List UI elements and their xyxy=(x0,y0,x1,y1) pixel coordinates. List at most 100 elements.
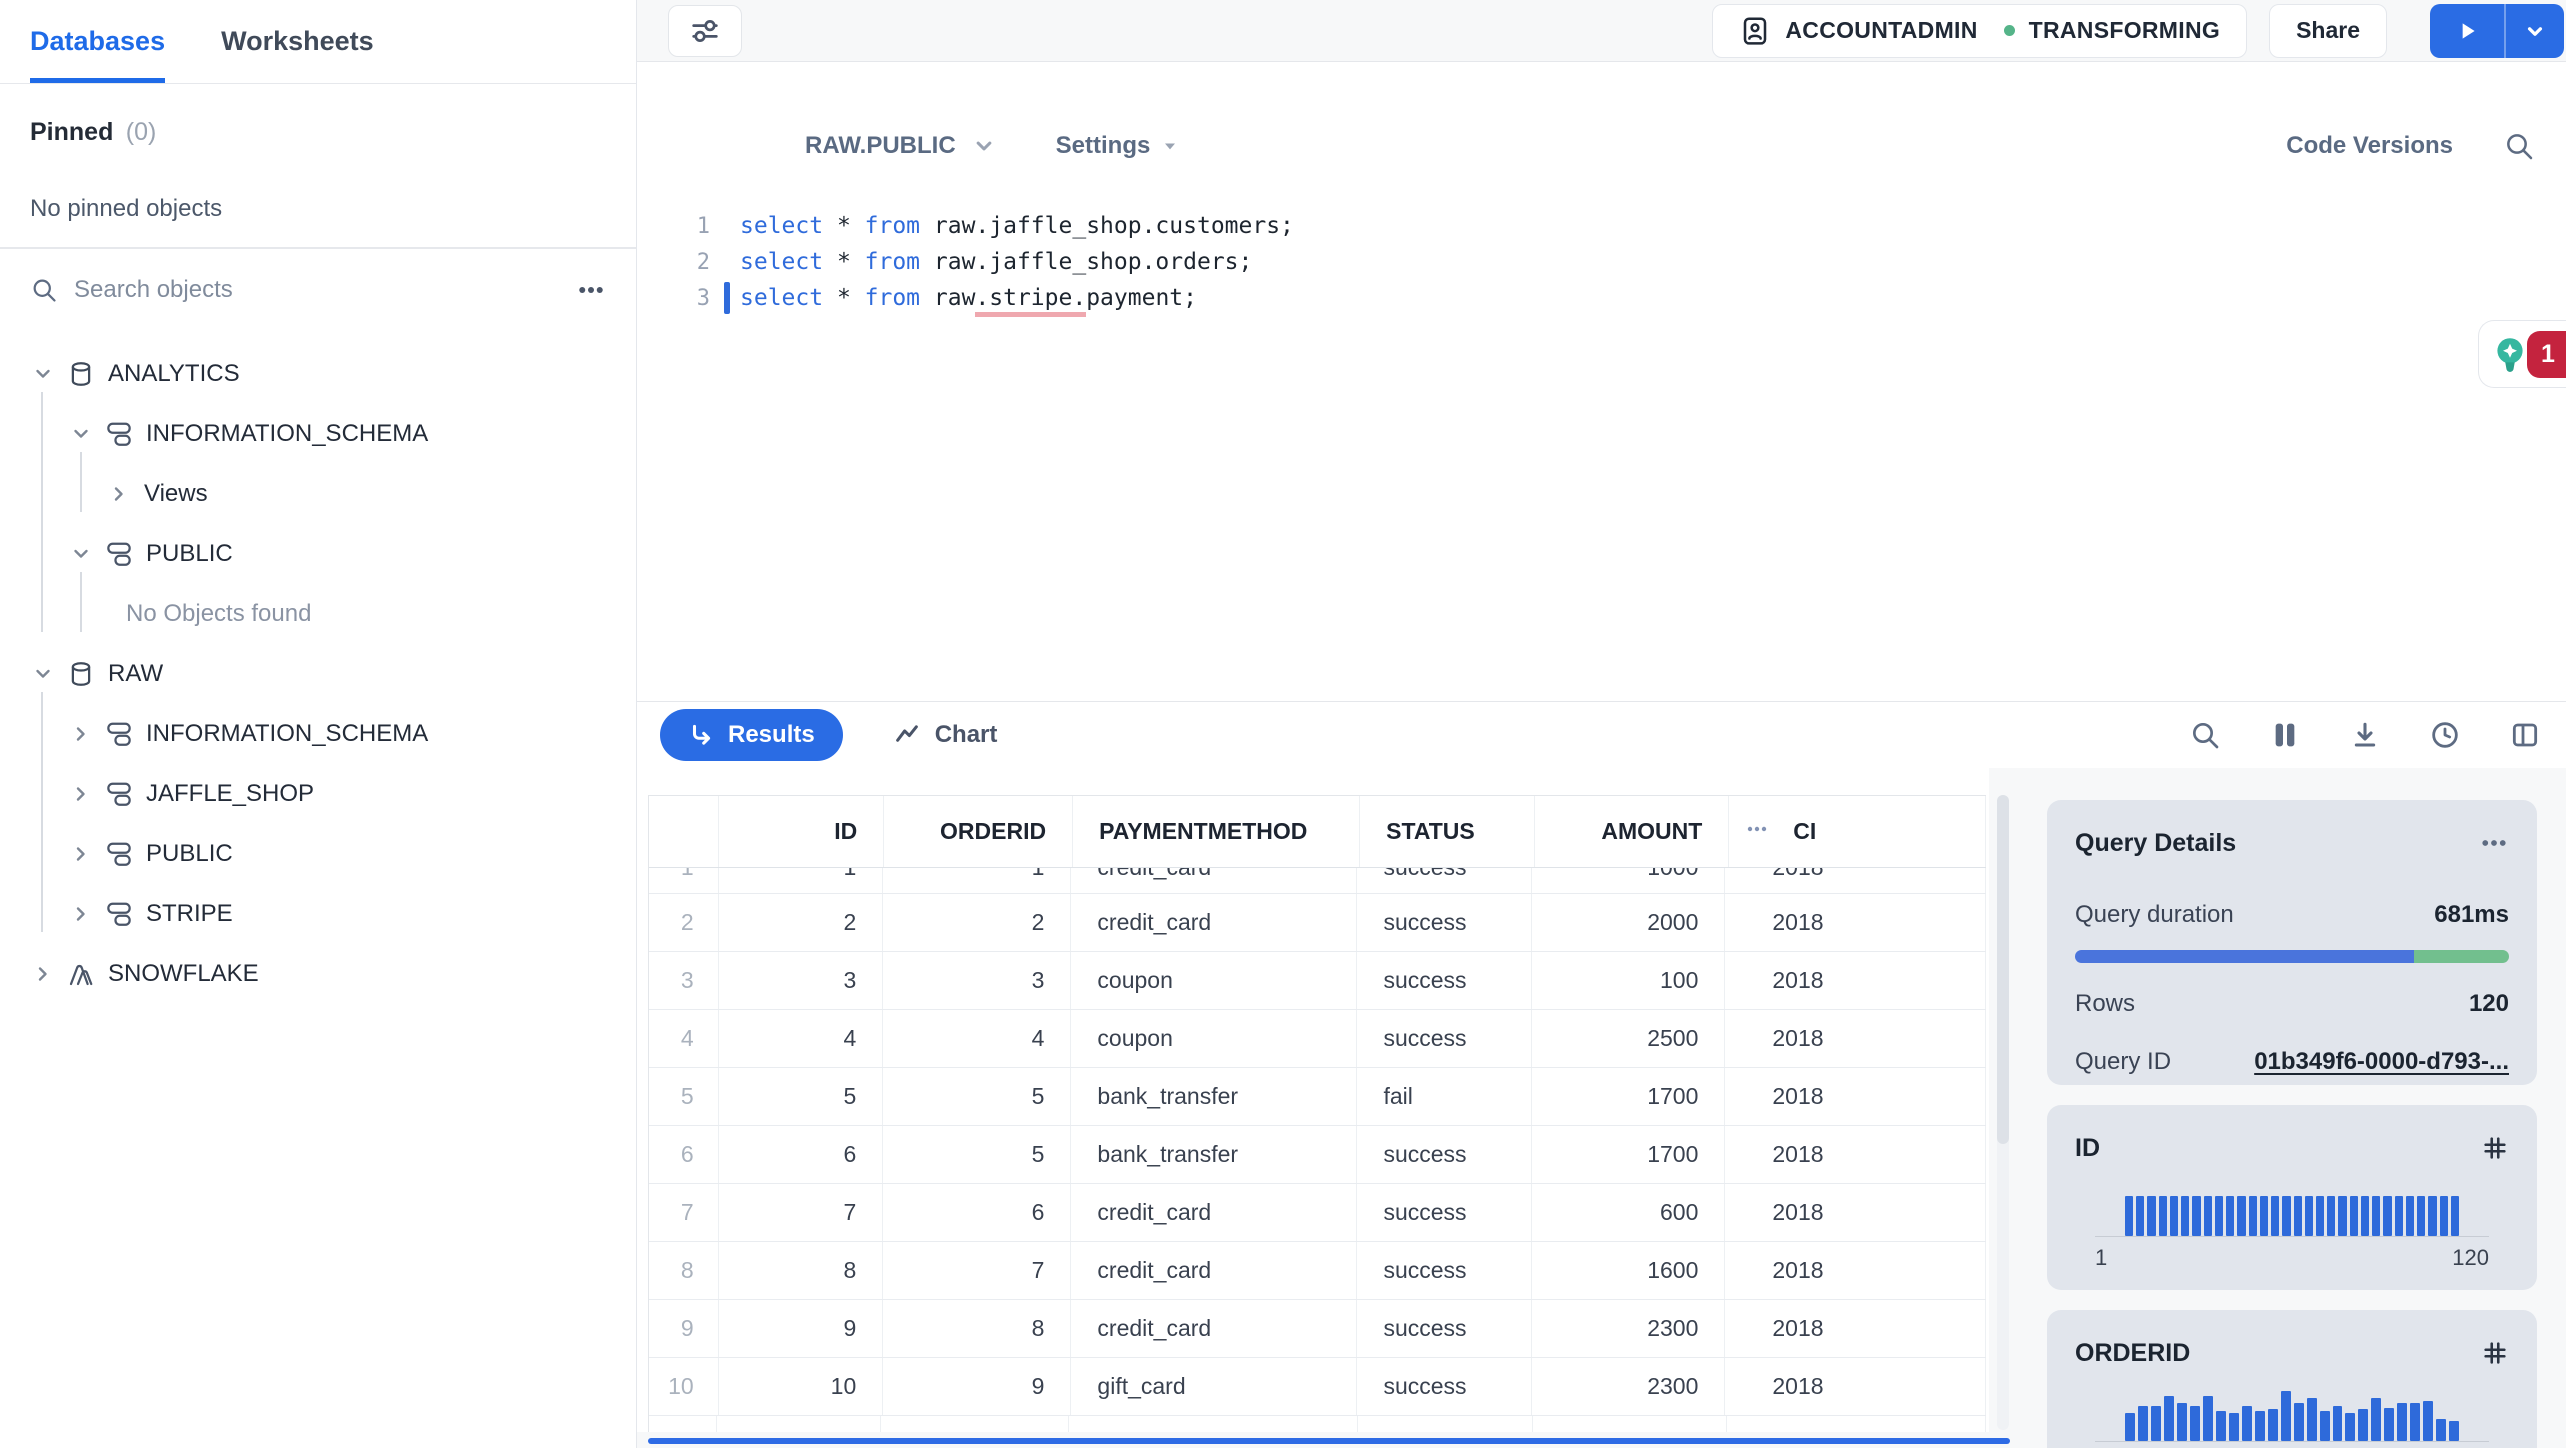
code-area[interactable]: 1 select * from raw.jaffle_shop.customers… xyxy=(637,208,2566,317)
column-header-id[interactable]: ID xyxy=(719,796,885,867)
tree-item-jaffle-shop[interactable]: JAFFLE_SHOP xyxy=(0,764,636,824)
histogram-bar xyxy=(2410,1403,2421,1441)
horizontal-scrollbar[interactable] xyxy=(648,1438,2010,1444)
worksheet-filters-button[interactable] xyxy=(668,4,742,57)
table-cell: 2 xyxy=(883,894,1072,951)
search-icon[interactable] xyxy=(2503,130,2535,162)
histogram-bar xyxy=(2372,1196,2381,1236)
table-row[interactable]: 6 6 5 bank_transfer success 1700 2018 xyxy=(649,1126,1986,1184)
tab-chart[interactable]: Chart xyxy=(893,721,997,749)
tree-item-views[interactable]: Views xyxy=(0,464,636,524)
column-header-paymentmethod[interactable]: PAYMENTMETHOD xyxy=(1073,796,1361,867)
tab-databases[interactable]: Databases xyxy=(30,0,166,83)
table-cell xyxy=(1727,1416,1986,1432)
tree-item-raw[interactable]: RAW xyxy=(0,644,636,704)
expander-down-icon[interactable] xyxy=(30,662,56,686)
ellipsis-icon[interactable] xyxy=(2479,828,2509,858)
tree-item-label: INFORMATION_SCHEMA xyxy=(146,719,429,747)
query-id-link[interactable]: 01b349f6-0000-d793-... xyxy=(2254,1048,2509,1075)
chevron-right-icon xyxy=(76,786,85,801)
ellipsis-icon[interactable] xyxy=(576,275,606,305)
table-cell: 2018 xyxy=(1725,868,1986,893)
column-header-amount[interactable]: AMOUNT xyxy=(1535,796,1730,867)
table-cell: 3 xyxy=(719,952,884,1009)
table-cell: 9 xyxy=(883,1358,1072,1415)
table-row[interactable]: 3 3 3 coupon success 100 2018 xyxy=(649,952,1986,1010)
table-cell: credit_card xyxy=(1071,1300,1358,1357)
table-row[interactable]: 5 5 5 bank_transfer fail 1700 2018 xyxy=(649,1068,1986,1126)
table-row[interactable]: 111credit_cardsuccess10002018 xyxy=(649,868,1986,894)
column-header-ci[interactable]: CI xyxy=(1729,796,1986,867)
sidebar-divider xyxy=(0,247,636,249)
search-icon xyxy=(33,279,56,302)
tree-item-snowflake[interactable]: SNOWFLAKE xyxy=(0,944,636,1004)
tree-item-stripe[interactable]: STRIPE xyxy=(0,884,636,944)
column-header-orderid[interactable]: ORDERID xyxy=(884,796,1074,867)
sql-token: * xyxy=(823,213,865,239)
tree-item-label: JAFFLE_SHOP xyxy=(146,779,315,807)
tree-item-analytics[interactable]: ANALYTICS xyxy=(0,344,636,404)
columns-icon[interactable] xyxy=(2269,719,2301,751)
rows-value: 120 xyxy=(2468,990,2509,1017)
column-menu-icon[interactable] xyxy=(1745,817,1769,847)
expander-right-icon[interactable] xyxy=(30,962,56,986)
histogram-bar xyxy=(2169,1196,2179,1236)
table-row[interactable]: 9 9 8 credit_card success 2300 2018 xyxy=(649,1300,1986,1358)
code-line[interactable]: 2 select * from raw.jaffle_shop.orders; xyxy=(637,244,2566,280)
tree-item-label: INFORMATION_SCHEMA xyxy=(146,419,429,447)
table-row[interactable]: 2 2 2 credit_card success 2000 2018 xyxy=(649,894,1986,952)
share-button[interactable]: Share xyxy=(2269,3,2387,58)
settings-menu[interactable]: Settings xyxy=(1056,132,1181,160)
download-icon[interactable] xyxy=(2349,719,2381,751)
table-cell: credit_card xyxy=(1071,868,1358,893)
tree-item-information-schema[interactable]: INFORMATION_SCHEMA xyxy=(0,704,636,764)
table-row[interactable]: 8 8 7 credit_card success 1600 2018 xyxy=(649,1242,1986,1300)
history-clock-icon[interactable] xyxy=(2429,719,2461,751)
expander-right-icon[interactable] xyxy=(68,842,94,866)
tab-results[interactable]: Results xyxy=(660,709,843,761)
expander-down-icon[interactable] xyxy=(68,542,94,566)
table-cell: 2018 xyxy=(1725,952,1986,1009)
histogram-bar xyxy=(2384,1408,2395,1441)
expander-right-icon[interactable] xyxy=(68,902,94,926)
search-icon[interactable] xyxy=(2189,719,2221,751)
active-line-indicator xyxy=(724,210,730,242)
results-tab-label: Results xyxy=(728,721,815,748)
chevron-right-icon xyxy=(76,846,85,861)
object-search[interactable]: Search objects xyxy=(0,249,636,332)
tree-item-public[interactable]: PUBLIC xyxy=(0,524,636,584)
histogram-bar xyxy=(2248,1196,2257,1236)
code-versions-button[interactable]: Code Versions xyxy=(2286,132,2453,159)
table-cell xyxy=(717,1416,881,1432)
histogram-bar xyxy=(2237,1196,2246,1236)
histogram-bar xyxy=(2271,1196,2280,1236)
expander-right-icon[interactable] xyxy=(68,782,94,806)
tree-item-information-schema[interactable]: INFORMATION_SCHEMA xyxy=(0,404,636,464)
database-schema-selector[interactable]: RAW.PUBLIC xyxy=(805,132,998,160)
run-options-button[interactable] xyxy=(2506,4,2564,58)
table-row[interactable]: 10 10 9 gift_card success 2300 2018 xyxy=(649,1358,1986,1416)
run-button[interactable] xyxy=(2430,4,2504,58)
column-header-status[interactable]: STATUS xyxy=(1360,796,1536,867)
table-row[interactable]: 7 7 6 credit_card success 600 2018 xyxy=(649,1184,1986,1242)
histogram-bar xyxy=(2315,1196,2325,1236)
table-row[interactable]: 4 4 4 coupon success 2500 2018 xyxy=(649,1010,1986,1068)
expander-down-icon[interactable] xyxy=(68,422,94,446)
table-cell xyxy=(1069,1416,1359,1432)
code-line[interactable]: 1 select * from raw.jaffle_shop.customers… xyxy=(637,208,2566,244)
schema-icon xyxy=(107,542,131,566)
tree-item-public[interactable]: PUBLIC xyxy=(0,824,636,884)
chevron-down-icon xyxy=(74,549,88,558)
expander-right-icon[interactable] xyxy=(106,482,132,506)
suggestion-count-badge: 1 xyxy=(2527,331,2566,378)
expander-right-icon[interactable] xyxy=(68,722,94,746)
code-line[interactable]: 3 select * from raw.stripe.payment; xyxy=(637,280,2566,317)
context-selector[interactable]: ACCOUNTADMIN TRANSFORMING xyxy=(1712,3,2248,58)
tab-worksheets[interactable]: Worksheets xyxy=(221,26,374,56)
expander-down-icon[interactable] xyxy=(30,362,56,386)
vertical-scrollbar[interactable] xyxy=(1997,795,2009,1430)
copilot-suggestion-pill[interactable]: 1 xyxy=(2478,320,2566,388)
column-header-rownum[interactable] xyxy=(649,796,720,867)
split-panel-icon[interactable] xyxy=(2509,719,2541,751)
histogram-bar xyxy=(2428,1196,2437,1236)
